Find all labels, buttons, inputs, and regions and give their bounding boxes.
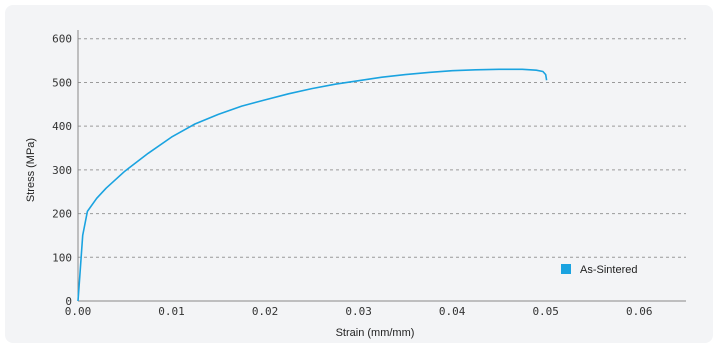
series-layer xyxy=(77,68,548,302)
chart-card xyxy=(5,5,713,343)
x-axis-label: Strain (mm/mm) xyxy=(336,327,415,339)
x-tick-label: 0.06 xyxy=(626,305,653,318)
legend-swatch xyxy=(561,264,571,274)
x-tick-label: 0.05 xyxy=(532,305,559,318)
x-tick-label: 0.00 xyxy=(65,305,92,318)
y-tick-label: 600 xyxy=(52,33,72,46)
x-tick-labels: 0.00 0.01 0.02 0.03 0.04 0.05 0.06 xyxy=(65,305,653,318)
y-tick-label: 0 xyxy=(65,295,72,308)
y-axis-label: Stress (MPa) xyxy=(25,138,37,202)
legend-label: As-Sintered xyxy=(580,264,637,276)
series-line-0 xyxy=(77,68,548,302)
x-tick-label: 0.02 xyxy=(252,305,279,318)
y-tick-label: 100 xyxy=(52,251,72,264)
y-tick-label: 300 xyxy=(52,164,72,177)
grid-lines xyxy=(78,38,686,258)
x-tick-label: 0.01 xyxy=(158,305,185,318)
y-tick-label: 400 xyxy=(52,120,72,133)
x-tick-label: 0.04 xyxy=(439,305,466,318)
y-tick-labels: 0 100 200 300 400 500 600 xyxy=(52,33,72,308)
y-tick-label: 200 xyxy=(52,208,72,221)
y-tick-label: 500 xyxy=(52,76,72,89)
x-tick-label: 0.03 xyxy=(345,305,372,318)
legend: As-Sintered xyxy=(561,264,637,276)
